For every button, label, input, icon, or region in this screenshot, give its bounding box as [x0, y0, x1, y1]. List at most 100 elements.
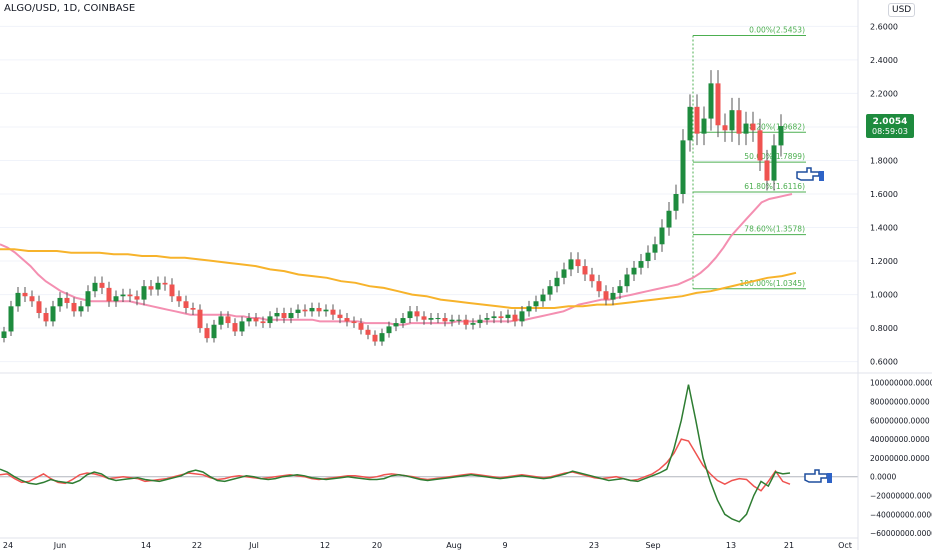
candle-up [267, 316, 273, 324]
time-tick-label: 21 [784, 541, 794, 550]
candle-down [442, 318, 448, 322]
candle-up [519, 311, 525, 322]
candle-up [379, 333, 385, 342]
candle-down [750, 123, 756, 131]
currency-button[interactable]: USD [888, 3, 916, 17]
candle-down [29, 296, 35, 302]
candle-down [757, 130, 763, 161]
candle-down [764, 160, 770, 181]
oscillator-tick-label: 80000000.0000 [870, 398, 930, 407]
candle-up [120, 294, 126, 297]
candle-down [414, 311, 420, 317]
time-tick-label: 14 [141, 541, 151, 550]
price-tick-label: 1.4000 [870, 224, 898, 233]
time-tick-label: Oct [838, 541, 852, 550]
fib-level-label: 100.00%(1.0345) [740, 279, 806, 288]
price-tick-label: 1.2000 [870, 257, 898, 266]
candle-down [596, 281, 602, 292]
candle-down [372, 334, 378, 342]
candle-down [582, 266, 588, 275]
oscillator-tick-label: 0.0000 [870, 473, 896, 482]
candle-up [533, 301, 539, 307]
candle-up [729, 110, 735, 131]
candle-down [232, 323, 238, 332]
candle-down [281, 313, 287, 319]
candle-up [477, 319, 483, 324]
hand-shape [796, 167, 820, 181]
price-tick-label: 1.0000 [870, 291, 898, 300]
candle-up [701, 118, 707, 134]
hand-cuff [827, 473, 832, 483]
price-countdown: 08:59:03 [872, 127, 908, 136]
hand-cuff [819, 171, 824, 181]
candle-up [239, 321, 245, 332]
candle-down [43, 313, 49, 322]
fib-level-label: 38.20%(1.9682) [744, 122, 805, 131]
candle-down [106, 287, 112, 302]
time-tick-label: Sep [645, 541, 660, 550]
oscillator-tick-label: −20000000.0000 [870, 492, 932, 501]
candle-down [253, 318, 259, 322]
time-tick-label: 22 [192, 541, 202, 550]
time-tick-label: 20 [372, 541, 382, 550]
candle-up [435, 318, 441, 320]
chart-title: ALGO/USD, 1D, COINBASE [4, 3, 136, 14]
candle-up [57, 297, 63, 307]
candle-down [22, 292, 28, 297]
candle-up [288, 313, 294, 319]
candle-up [540, 294, 546, 302]
fib-level-label: 0.00%(2.5453) [749, 26, 805, 35]
price-tick-label: 2.2000 [870, 89, 898, 98]
time-tick-label: 12 [320, 541, 330, 550]
oscillator-tick-label: 60000000.0000 [870, 416, 930, 425]
time-tick-label: 9 [502, 541, 507, 550]
time-tick-label: Jul [248, 541, 259, 550]
candle-down [134, 296, 140, 300]
oscillator-tick-label: 20000000.0000 [870, 454, 930, 463]
candle-up [470, 323, 476, 325]
candle-down [512, 314, 518, 322]
candle-up [645, 252, 651, 262]
candle-up [407, 311, 413, 319]
price-tick-label: 2.4000 [870, 56, 898, 65]
candle-down [715, 83, 721, 126]
candle-up [15, 292, 21, 307]
candle-down [302, 309, 308, 312]
candle-up [624, 274, 630, 287]
candle-up [554, 277, 560, 287]
oscillator-tick-label: 100000000.0000 [870, 379, 932, 388]
candle-up [484, 318, 490, 320]
candle-up [708, 83, 714, 119]
candle-down [694, 106, 700, 134]
candle-down [204, 328, 210, 339]
candle-up [778, 126, 784, 146]
candle-down [330, 309, 336, 315]
candle-down [365, 329, 371, 335]
candle-up [449, 319, 455, 322]
candle-up [155, 282, 161, 290]
candle-up [610, 292, 616, 300]
candle-down [127, 294, 133, 297]
candle-down [169, 284, 175, 297]
candle-up [218, 316, 224, 325]
price-tick-label: 0.8000 [870, 324, 898, 333]
pointing-hand-icon [796, 167, 824, 181]
candle-down [603, 291, 609, 300]
candle-up [50, 306, 56, 322]
price-tick-label: 2.6000 [870, 22, 898, 31]
candle-up [491, 316, 497, 319]
candle-up [246, 318, 252, 322]
candle-down [71, 302, 77, 312]
fib-level-label: 78.60%(1.3578) [744, 225, 805, 234]
candle-down [589, 274, 595, 282]
candle-up [295, 309, 301, 314]
candle-up [309, 307, 315, 312]
candle-down [736, 110, 742, 134]
candle-up [743, 123, 749, 134]
candle-up [561, 269, 567, 278]
pointing-hand-icon [804, 469, 832, 483]
candle-up [386, 326, 392, 334]
candle-up [673, 194, 679, 211]
candle-down [176, 296, 182, 302]
